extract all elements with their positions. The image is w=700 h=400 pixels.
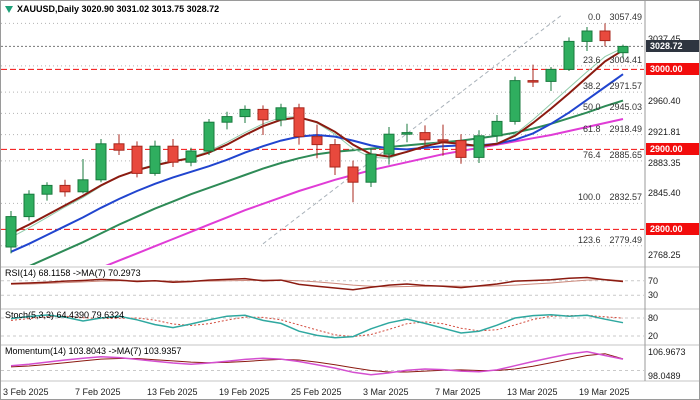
level-price-badge: 3000.00 [646,63,699,76]
stoch-signal-line [10,314,624,338]
fib-level-label: 100.0 2832.57 [577,192,642,203]
stoch-main-line [10,313,624,339]
time-axis-label: 19 Feb 2025 [219,387,270,397]
y-axis-tick: 2960.40 [648,96,681,107]
rsi-indicator-header: RSI(14) 68.1158 ->MA(7) 70.2973 [5,268,141,278]
rsi-axis-label: 30 [648,290,659,301]
time-axis-label: 3 Mar 2025 [363,387,409,397]
fib-level-label: 23.6 3004.41 [582,54,642,65]
momentum-ma-line [10,353,624,373]
fib-level-label: 0.0 3057.49 [587,12,642,23]
momentum-line [10,350,624,376]
y-axis-tick: 2883.35 [648,157,681,168]
time-axis-label: 13 Mar 2025 [507,387,558,397]
level-price-badge: 2800.00 [646,223,699,236]
time-axis-label: 25 Feb 2025 [291,387,342,397]
momentum-axis-label: 106.9673 [648,347,686,357]
y-axis-tick: 2768.25 [648,249,681,260]
candlesticks [5,23,629,254]
momentum-indicator-header: Momentum(14) 103.8043 ->MA(7) 103.9357 [5,346,182,356]
rsi-line [10,276,624,291]
time-axis-label: 19 Mar 2025 [579,387,630,397]
fib-level-label: 76.4 2885.65 [582,149,642,160]
y-axis-tick: 2921.81 [648,126,681,137]
time-axis-label: 3 Feb 2025 [3,387,49,397]
stoch-axis-label: 20 [648,331,659,341]
symbol-info: XAUUSD,Daily 3020.90 3031.02 3013.75 302… [5,4,219,14]
stoch-indicator-header: Stoch(5,3,3) 64.4390 79.6324 [5,310,125,320]
time-axis-label: 13 Feb 2025 [147,387,198,397]
stoch-axis-label: 80 [648,313,659,323]
symbol-marker-icon [5,6,13,13]
rsi-ma-line [10,278,624,288]
symbol-ohlc-title: XAUUSD,Daily 3020.90 3031.02 3013.75 302… [17,4,220,14]
fib-level-label: 61.8 2918.49 [582,123,642,134]
time-axis-label: 7 Mar 2025 [435,387,481,397]
momentum-axis-label: 98.0489 [648,371,681,382]
fib-level-label: 50.0 2945.03 [582,102,642,113]
time-axis-label: 7 Feb 2025 [75,387,121,397]
rsi-axis-label: 70 [648,275,659,286]
y-axis-tick: 3037.45 [648,34,681,44]
current-price-badge: 3028.72 [646,40,699,53]
y-axis-tick: 2845.40 [648,188,681,199]
fib-level-label: 123.6 2779.49 [577,234,642,245]
fib-level-label: 38.2 2971.57 [582,81,642,92]
level-price-badge: 2900.00 [646,143,699,156]
